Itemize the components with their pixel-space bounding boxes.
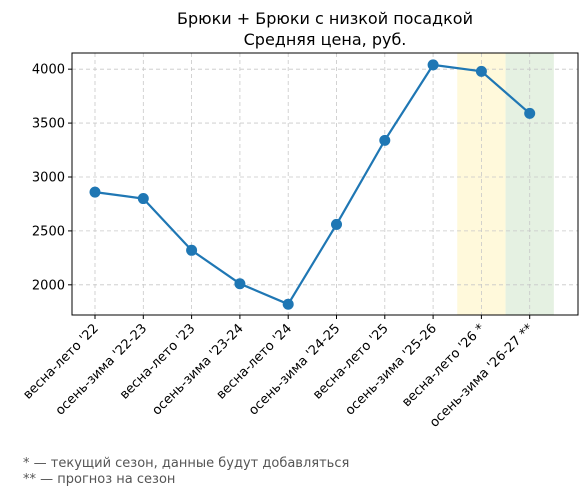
chart-subtitle: Средняя цена, руб. (244, 30, 407, 49)
x-tick-label: осень-зима '25-26 (343, 321, 440, 418)
data-point (234, 278, 246, 290)
data-point (137, 193, 149, 205)
x-tick-label: осень-зима '23-24 (149, 321, 246, 418)
data-point (186, 244, 198, 256)
data-point (89, 186, 101, 198)
x-tick-label: весна-лето '26 * (399, 321, 488, 410)
data-point (475, 65, 487, 77)
data-point (331, 218, 342, 230)
highlight-band-0 (457, 53, 506, 315)
y-tick-label: 3500 (32, 117, 65, 132)
y-tick-label: 4000 (32, 63, 65, 78)
y-tick-label: 3000 (32, 170, 65, 185)
data-point (379, 134, 391, 146)
footnote-current-season: * — текущий сезон, данные будут добавлят… (23, 456, 350, 471)
x-tick-label: осень-зима '24-25 (246, 321, 343, 418)
chart-title: Брюки + Брюки с низкой посадкой (177, 9, 473, 28)
x-tick-label: осень-зима '22-23 (53, 321, 150, 418)
data-point (427, 59, 439, 71)
highlight-band-1 (505, 53, 554, 315)
y-tick-label: 2500 (32, 224, 65, 239)
footnote-forecast: ** — прогноз на сезон (23, 472, 176, 487)
data-point (282, 298, 294, 310)
data-point (524, 107, 536, 119)
plot-frame (71, 52, 579, 316)
y-tick-label: 2000 (32, 278, 65, 293)
series-line (94, 63, 531, 306)
